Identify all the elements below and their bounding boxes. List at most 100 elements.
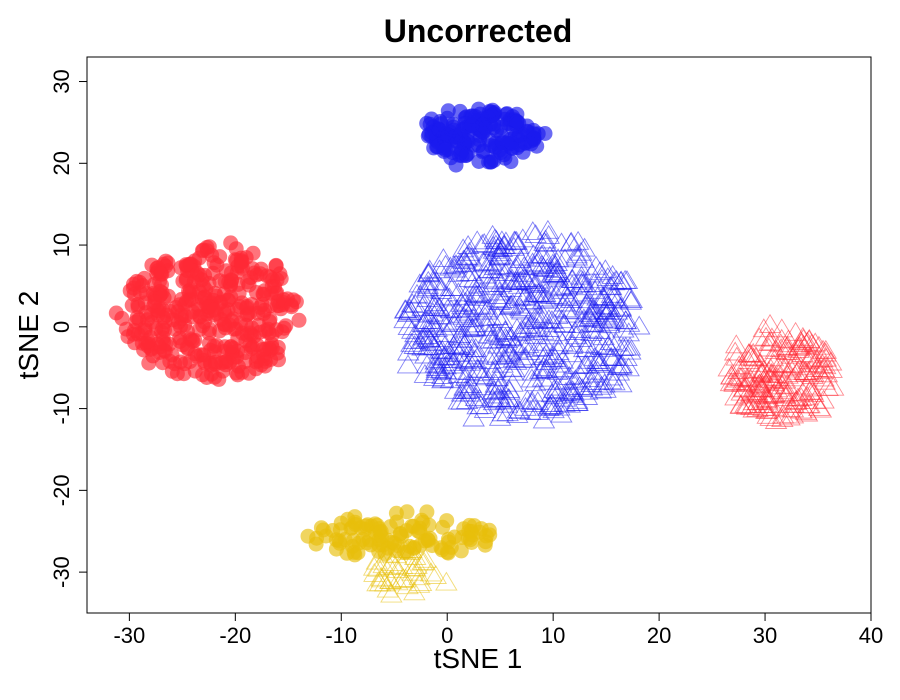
scatter-point	[561, 333, 584, 353]
scatter-point	[454, 349, 477, 369]
scatter-point	[570, 328, 593, 348]
scatter-point	[386, 559, 409, 579]
scatter-point	[447, 364, 470, 383]
scatter-point	[477, 273, 501, 293]
scatter-point	[546, 335, 570, 355]
scatter-point	[482, 329, 505, 349]
scatter-point	[506, 403, 529, 423]
scatter-point	[760, 363, 784, 383]
scatter-point	[393, 539, 416, 558]
scatter-point	[737, 349, 760, 369]
scatter-point	[514, 346, 537, 366]
scatter-point	[509, 113, 525, 129]
scatter-point	[558, 381, 582, 401]
x-tick-label: 20	[647, 623, 671, 648]
scatter-point	[537, 309, 561, 329]
scatter-point	[522, 244, 545, 264]
scatter-point	[618, 287, 641, 307]
scatter-point	[428, 259, 451, 279]
scatter-point	[199, 243, 215, 259]
scatter-point	[814, 347, 838, 367]
scatter-point	[413, 363, 437, 383]
scatter-point	[494, 321, 517, 341]
scatter-point	[719, 372, 743, 392]
scatter-point	[526, 247, 549, 267]
scatter-point	[418, 328, 441, 348]
scatter-point	[379, 569, 402, 589]
scatter-point	[781, 398, 805, 418]
scatter-point	[147, 294, 163, 310]
scatter-point	[482, 380, 506, 399]
x-tick-label: -20	[219, 623, 251, 648]
scatter-point	[473, 398, 497, 418]
blue-circle-group	[419, 101, 553, 173]
y-tick-label: -20	[49, 474, 74, 506]
scatter-point	[790, 387, 813, 407]
scatter-point	[795, 402, 819, 422]
scatter-point	[752, 318, 776, 338]
scatter-point	[574, 353, 597, 373]
scatter-point	[466, 230, 489, 250]
scatter-point	[560, 343, 583, 363]
scatter-point	[541, 395, 565, 415]
scatter-point	[195, 367, 211, 383]
scatter-point	[520, 291, 544, 311]
scatter-point	[452, 249, 475, 269]
scatter-point	[478, 343, 502, 363]
scatter-point	[769, 353, 792, 372]
scatter-point	[460, 247, 483, 267]
scatter-point	[736, 370, 759, 390]
scatter-point	[556, 286, 580, 306]
scatter-point	[201, 335, 217, 351]
scatter-point	[774, 369, 797, 389]
scatter-point	[404, 557, 427, 577]
scatter-point	[791, 343, 814, 362]
scatter-point	[456, 521, 472, 537]
y-axis: -30 -20 -10 0 10 20 30	[49, 69, 88, 588]
scatter-point	[495, 329, 518, 349]
y-tick-label: -30	[49, 556, 74, 588]
scatter-point	[463, 108, 479, 124]
scatter-point	[540, 310, 564, 330]
scatter-point	[415, 354, 439, 374]
scatter-point	[435, 323, 458, 343]
scatter-point	[516, 389, 539, 409]
scatter-point	[483, 255, 507, 275]
scatter-point	[579, 303, 602, 323]
scatter-point	[458, 241, 481, 261]
scatter-point	[599, 298, 622, 318]
scatter-point	[510, 319, 533, 339]
scatter-point	[594, 259, 617, 279]
scatter-point	[453, 543, 469, 559]
scatter-point	[776, 383, 799, 403]
scatter-point	[790, 399, 813, 419]
scatter-point	[801, 364, 824, 384]
scatter-point	[284, 299, 300, 315]
scatter-point	[254, 296, 270, 312]
scatter-point	[421, 313, 444, 333]
scatter-point	[489, 242, 512, 262]
yellow-triangle-group	[362, 539, 458, 603]
scatter-point	[816, 377, 839, 397]
scatter-point	[507, 234, 530, 254]
scatter-point	[738, 372, 761, 392]
scatter-point	[567, 314, 591, 334]
x-tick-label: -10	[325, 623, 357, 648]
scatter-point	[458, 378, 482, 398]
scatter-point	[439, 513, 455, 529]
scatter-point	[603, 371, 626, 391]
scatter-point	[583, 279, 606, 299]
scatter-point	[448, 252, 472, 272]
scatter-point	[549, 277, 572, 297]
scatter-point	[456, 379, 480, 399]
x-axis: -30 -20 -10 0 10 20 30 40	[113, 612, 883, 648]
x-tick-label: 0	[441, 623, 453, 648]
scatter-point	[450, 348, 474, 368]
scatter-point	[788, 335, 811, 355]
scatter-point	[777, 340, 800, 360]
scatter-point	[795, 375, 818, 395]
scatter-point	[401, 556, 424, 576]
scatter-point	[241, 277, 257, 293]
scatter-point	[242, 337, 258, 353]
scatter-point	[723, 341, 747, 361]
